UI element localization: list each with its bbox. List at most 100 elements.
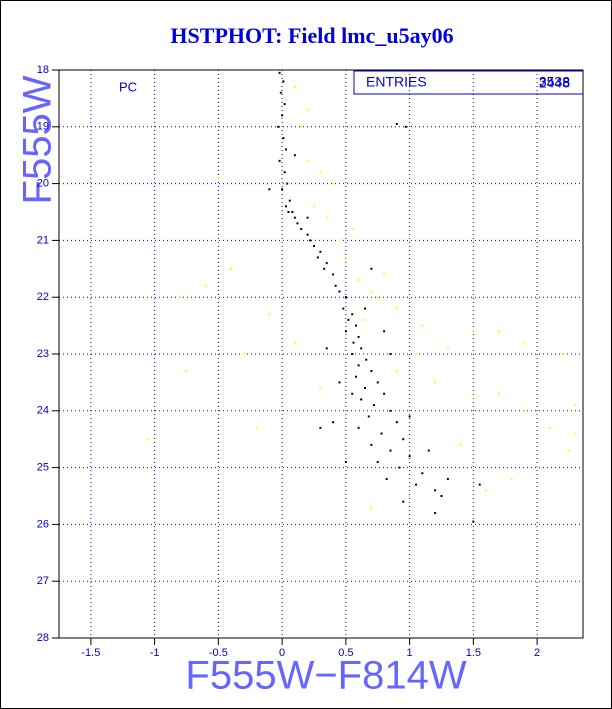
point	[319, 426, 322, 429]
point	[277, 125, 280, 128]
y-tick-label: 22	[37, 291, 49, 303]
point	[365, 358, 368, 361]
point	[281, 188, 284, 191]
point	[363, 387, 366, 390]
x-axis-label: F555W−F814W	[185, 654, 466, 698]
point	[472, 330, 475, 333]
point	[281, 114, 284, 117]
point	[561, 353, 564, 355]
point	[357, 279, 360, 282]
point	[338, 239, 341, 242]
point	[312, 245, 315, 248]
point	[309, 239, 312, 242]
point	[344, 330, 347, 333]
point	[287, 211, 290, 213]
x-tick-label: 1.5	[466, 647, 481, 659]
point	[383, 273, 386, 276]
point	[319, 250, 322, 253]
point	[402, 438, 405, 441]
point	[370, 267, 373, 270]
point	[357, 364, 360, 367]
y-tick-label: 21	[37, 234, 49, 246]
point	[344, 256, 347, 259]
point	[523, 409, 526, 412]
point	[376, 460, 379, 463]
point	[325, 216, 328, 219]
point	[283, 171, 286, 174]
chart-title: HSTPHOT: Field lmc_u5ay06	[170, 23, 453, 48]
annotation: PC	[119, 79, 137, 94]
point	[293, 341, 296, 344]
point	[367, 415, 370, 418]
point	[376, 381, 379, 384]
point	[344, 296, 347, 299]
point	[306, 233, 309, 236]
point	[230, 267, 233, 270]
point	[204, 284, 207, 287]
point	[434, 512, 437, 515]
point	[347, 318, 350, 321]
point	[434, 381, 437, 384]
point	[351, 353, 354, 355]
point	[395, 307, 398, 310]
point	[402, 500, 405, 503]
point	[421, 472, 424, 475]
point	[398, 466, 401, 469]
point	[440, 495, 443, 497]
point	[536, 466, 539, 469]
plot-frame	[58, 69, 584, 639]
point	[338, 290, 341, 293]
point	[278, 159, 281, 162]
point	[296, 222, 299, 225]
point	[567, 449, 570, 452]
stats-value: 3538	[539, 74, 570, 90]
point	[427, 449, 430, 452]
point	[523, 341, 526, 344]
point	[376, 296, 379, 299]
point	[363, 318, 366, 321]
x-tick-label: 1	[407, 647, 413, 659]
point	[288, 199, 291, 202]
point	[408, 455, 411, 458]
x-tick-label: 0.5	[338, 647, 353, 659]
point	[325, 262, 328, 265]
point	[319, 171, 322, 174]
y-tick-label: 18	[37, 64, 49, 76]
point	[300, 228, 303, 231]
point	[574, 404, 577, 407]
point	[351, 392, 354, 395]
point	[389, 409, 392, 412]
y-tick-label: 19	[37, 121, 49, 133]
point	[360, 398, 363, 401]
point	[325, 347, 328, 350]
point	[344, 460, 347, 463]
point	[485, 489, 488, 492]
point	[574, 432, 577, 435]
point	[389, 353, 392, 355]
point	[459, 443, 462, 446]
point	[472, 398, 475, 401]
point	[408, 495, 411, 497]
y-tick-label: 26	[37, 518, 49, 530]
point	[293, 86, 296, 89]
point	[334, 284, 337, 287]
point	[147, 438, 150, 441]
y-tick-label: 28	[37, 632, 49, 644]
point	[179, 296, 182, 299]
x-tick-label: -1	[150, 647, 160, 659]
stats-label: ENTRIES	[366, 74, 427, 90]
point	[478, 483, 481, 486]
point	[389, 449, 392, 452]
point	[363, 307, 366, 310]
point	[355, 375, 358, 378]
point	[242, 353, 245, 355]
point	[319, 387, 322, 390]
point	[395, 421, 398, 424]
point	[434, 489, 437, 492]
point	[352, 341, 355, 344]
point	[342, 307, 345, 310]
point	[360, 347, 363, 350]
point	[279, 91, 282, 94]
point	[383, 392, 386, 395]
